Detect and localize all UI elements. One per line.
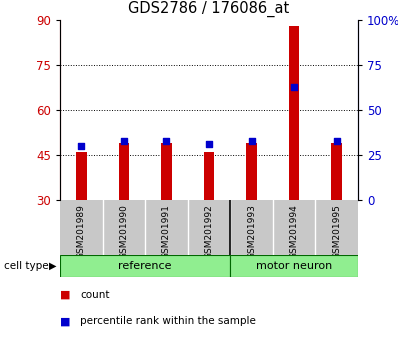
Text: ■: ■ bbox=[60, 316, 70, 326]
Bar bbox=[289, 26, 299, 200]
Bar bbox=[76, 152, 87, 200]
Bar bbox=[332, 143, 342, 200]
Text: GSM201990: GSM201990 bbox=[119, 204, 129, 259]
Text: ■: ■ bbox=[60, 290, 70, 300]
Point bbox=[78, 143, 84, 149]
Point bbox=[291, 84, 297, 90]
Bar bbox=[119, 143, 129, 200]
Point bbox=[163, 138, 170, 143]
Text: GSM201989: GSM201989 bbox=[77, 204, 86, 259]
Text: GSM201995: GSM201995 bbox=[332, 204, 341, 259]
Point bbox=[334, 138, 340, 143]
FancyBboxPatch shape bbox=[230, 255, 358, 277]
Bar bbox=[161, 143, 172, 200]
Text: percentile rank within the sample: percentile rank within the sample bbox=[80, 316, 256, 326]
FancyBboxPatch shape bbox=[60, 255, 230, 277]
Text: GSM201993: GSM201993 bbox=[247, 204, 256, 259]
Text: count: count bbox=[80, 290, 109, 300]
Text: GSM201991: GSM201991 bbox=[162, 204, 171, 259]
Text: motor neuron: motor neuron bbox=[256, 261, 332, 271]
Point bbox=[248, 138, 255, 143]
Point bbox=[206, 141, 212, 147]
Title: GDS2786 / 176086_at: GDS2786 / 176086_at bbox=[129, 1, 290, 17]
Point bbox=[121, 138, 127, 143]
Text: GSM201994: GSM201994 bbox=[290, 204, 298, 259]
Bar bbox=[246, 143, 257, 200]
Text: reference: reference bbox=[118, 261, 172, 271]
Bar bbox=[204, 152, 214, 200]
Text: cell type: cell type bbox=[4, 261, 49, 271]
Text: ▶: ▶ bbox=[49, 261, 56, 271]
Text: GSM201992: GSM201992 bbox=[205, 204, 213, 259]
